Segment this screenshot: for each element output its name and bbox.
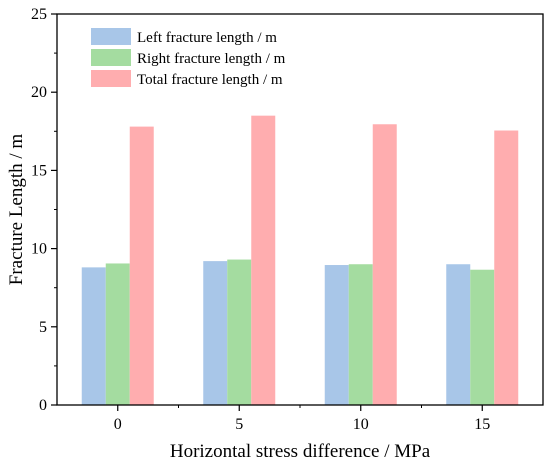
legend-swatch <box>91 70 131 87</box>
x-tick-label: 10 <box>353 416 369 433</box>
y-tick-label: 0 <box>39 397 47 414</box>
legend-label: Left fracture length / m <box>137 30 277 46</box>
bar-right-5 <box>227 259 252 405</box>
y-tick-label: 5 <box>39 319 47 336</box>
legend-label: Right fracture length / m <box>137 51 286 67</box>
y-axis-title: Fracture Length / m <box>6 134 27 286</box>
legend-swatch <box>91 28 131 45</box>
bar-left-15 <box>446 264 471 405</box>
legend: Left fracture length / m Right fracture l… <box>91 28 286 88</box>
bars-group <box>81 115 519 406</box>
bar-total-0 <box>129 126 154 405</box>
y-tick-label: 20 <box>31 84 47 101</box>
x-axis-title: Horizontal stress difference / MPa <box>170 441 431 462</box>
bar-total-5 <box>251 115 276 405</box>
y-axis: 0 5 10 15 20 25 <box>31 6 57 414</box>
legend-label: Total fracture length / m <box>137 72 283 88</box>
y-tick-label: 15 <box>31 162 47 179</box>
bar-right-15 <box>470 269 495 405</box>
x-tick-label: 15 <box>474 416 490 433</box>
x-axis: 0 5 10 15 <box>114 405 490 433</box>
bar-left-10 <box>324 265 349 405</box>
bar-left-5 <box>203 261 228 405</box>
bar-right-0 <box>105 263 130 405</box>
y-tick-label: 10 <box>31 241 47 258</box>
bar-total-15 <box>494 130 519 405</box>
bar-right-10 <box>348 264 373 405</box>
bar-total-10 <box>372 124 397 406</box>
x-tick-label: 0 <box>114 416 122 433</box>
bar-left-0 <box>81 267 106 405</box>
legend-swatch <box>91 49 131 66</box>
x-tick-label: 5 <box>235 416 243 433</box>
y-tick-label: 25 <box>31 6 47 23</box>
